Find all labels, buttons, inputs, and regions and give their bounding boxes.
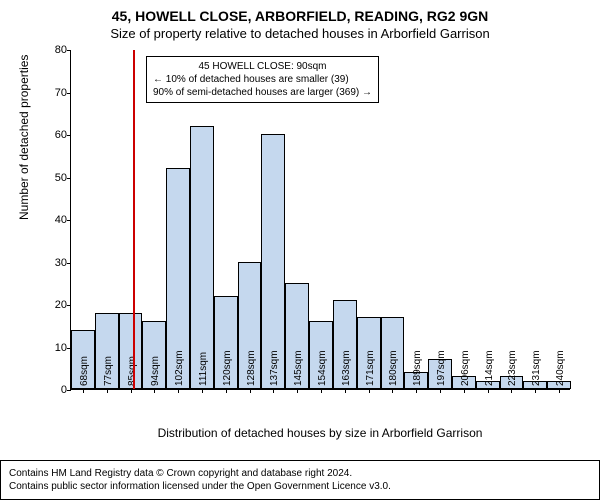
annotation-line-3: 90% of semi-detached houses are larger (… bbox=[153, 86, 372, 99]
y-tick-label: 20 bbox=[43, 299, 67, 311]
x-tick-label: 68sqm bbox=[79, 356, 90, 386]
x-tick-label: 206sqm bbox=[460, 350, 471, 386]
x-tick-label: 214sqm bbox=[484, 350, 495, 386]
x-tick-label: 197sqm bbox=[436, 350, 447, 386]
x-tick-mark bbox=[559, 389, 560, 393]
x-tick-label: 189sqm bbox=[412, 350, 423, 386]
x-tick-mark bbox=[178, 389, 179, 393]
x-tick-label: 137sqm bbox=[269, 350, 280, 386]
x-tick-mark bbox=[416, 389, 417, 393]
chart-area: Number of detached properties 45 HOWELL … bbox=[50, 50, 570, 420]
y-tick-label: 60 bbox=[43, 129, 67, 141]
x-axis-label: Distribution of detached houses by size … bbox=[70, 426, 570, 458]
y-tick-mark bbox=[67, 50, 71, 51]
x-tick-label: 94sqm bbox=[150, 356, 161, 386]
y-tick-label: 80 bbox=[43, 44, 67, 56]
x-tick-mark bbox=[107, 389, 108, 393]
x-tick-label: 145sqm bbox=[293, 350, 304, 386]
annotation-line-1: 45 HOWELL CLOSE: 90sqm bbox=[153, 60, 372, 73]
x-tick-mark bbox=[392, 389, 393, 393]
y-tick-label: 30 bbox=[43, 257, 67, 269]
y-tick-label: 40 bbox=[43, 214, 67, 226]
x-tick-mark bbox=[226, 389, 227, 393]
x-tick-label: 231sqm bbox=[531, 350, 542, 386]
x-tick-mark bbox=[369, 389, 370, 393]
x-tick-label: 154sqm bbox=[317, 350, 328, 386]
y-tick-mark bbox=[67, 178, 71, 179]
x-tick-label: 77sqm bbox=[103, 356, 114, 386]
x-tick-label: 102sqm bbox=[174, 350, 185, 386]
annotation-line-2: ← 10% of detached houses are smaller (39… bbox=[153, 73, 372, 86]
x-tick-mark bbox=[321, 389, 322, 393]
x-tick-mark bbox=[273, 389, 274, 393]
x-tick-label: 171sqm bbox=[365, 350, 376, 386]
y-tick-mark bbox=[67, 220, 71, 221]
y-tick-mark bbox=[67, 263, 71, 264]
x-tick-mark bbox=[297, 389, 298, 393]
y-axis-label: Number of detached properties bbox=[17, 55, 31, 220]
x-tick-mark bbox=[131, 389, 132, 393]
footer-attribution: Contains HM Land Registry data © Crown c… bbox=[0, 460, 600, 500]
y-tick-mark bbox=[67, 390, 71, 391]
annotation-box: 45 HOWELL CLOSE: 90sqm ← 10% of detached… bbox=[146, 56, 379, 103]
x-tick-mark bbox=[345, 389, 346, 393]
x-tick-mark bbox=[202, 389, 203, 393]
footer-line-1: Contains HM Land Registry data © Crown c… bbox=[9, 467, 591, 480]
y-tick-label: 0 bbox=[43, 384, 67, 396]
x-tick-label: 163sqm bbox=[341, 350, 352, 386]
footer-line-2: Contains public sector information licen… bbox=[9, 480, 591, 493]
x-tick-mark bbox=[511, 389, 512, 393]
x-tick-mark bbox=[488, 389, 489, 393]
y-tick-label: 50 bbox=[43, 172, 67, 184]
plot-region: 45 HOWELL CLOSE: 90sqm ← 10% of detached… bbox=[70, 50, 570, 390]
x-tick-label: 120sqm bbox=[222, 350, 233, 386]
x-tick-label: 223sqm bbox=[507, 350, 518, 386]
x-tick-mark bbox=[250, 389, 251, 393]
x-tick-label: 180sqm bbox=[388, 350, 399, 386]
y-tick-label: 10 bbox=[43, 342, 67, 354]
x-tick-label: 128sqm bbox=[246, 350, 257, 386]
chart-title: 45, HOWELL CLOSE, ARBORFIELD, READING, R… bbox=[0, 0, 600, 24]
y-tick-label: 70 bbox=[43, 87, 67, 99]
x-tick-mark bbox=[464, 389, 465, 393]
property-marker-line bbox=[133, 50, 135, 389]
x-tick-mark bbox=[535, 389, 536, 393]
x-tick-mark bbox=[154, 389, 155, 393]
x-tick-label: 240sqm bbox=[555, 350, 566, 386]
x-tick-label: 111sqm bbox=[198, 352, 209, 386]
y-tick-mark bbox=[67, 305, 71, 306]
y-tick-mark bbox=[67, 135, 71, 136]
chart-subtitle: Size of property relative to detached ho… bbox=[0, 24, 600, 41]
x-tick-mark bbox=[83, 389, 84, 393]
y-tick-mark bbox=[67, 93, 71, 94]
x-tick-mark bbox=[440, 389, 441, 393]
histogram-bar bbox=[190, 126, 214, 390]
